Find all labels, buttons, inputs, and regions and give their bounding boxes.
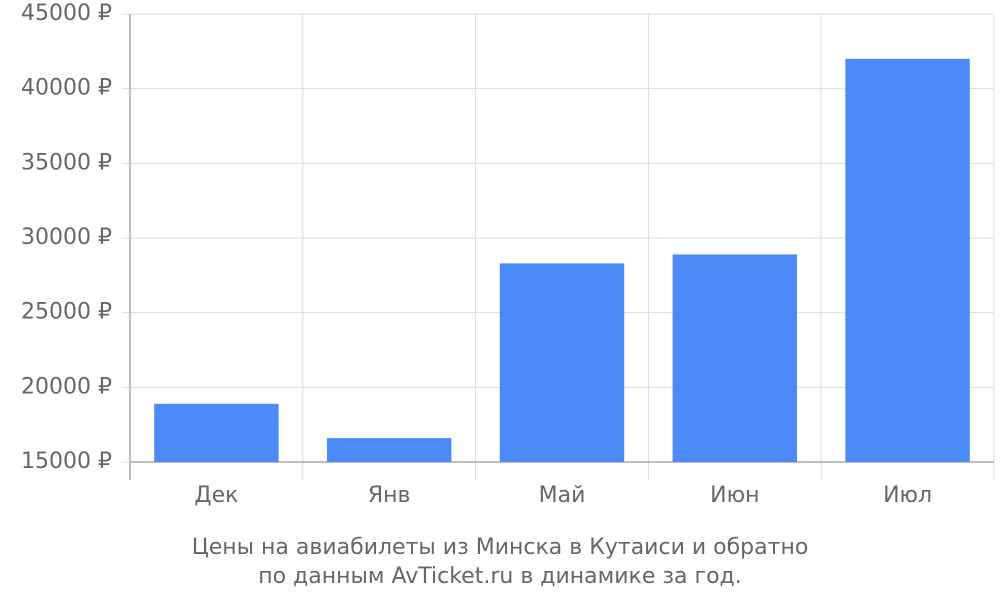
bar [326,438,452,462]
x-tick-label: Дек [194,483,238,508]
caption-line: по данным AvTicket.ru в динамике за год. [258,564,742,589]
x-tick-label: Июл [883,483,932,508]
y-tick-label: 20000 ₽ [21,374,112,399]
y-tick-label: 45000 ₽ [21,1,112,26]
y-tick-label: 15000 ₽ [21,449,112,474]
y-tick-label: 40000 ₽ [21,76,112,101]
x-tick-label: Май [539,483,586,508]
bar [499,263,625,462]
caption-line: Цены на авиабилеты из Минска в Кутаиси и… [192,535,809,560]
bar [845,58,970,463]
bar [154,403,279,462]
x-tick-label: Янв [368,483,411,508]
x-tick-label: Июн [710,483,759,508]
bar [672,254,798,462]
y-tick-label: 25000 ₽ [21,300,112,325]
y-tick-label: 35000 ₽ [21,150,112,175]
y-tick-label: 30000 ₽ [21,225,112,250]
